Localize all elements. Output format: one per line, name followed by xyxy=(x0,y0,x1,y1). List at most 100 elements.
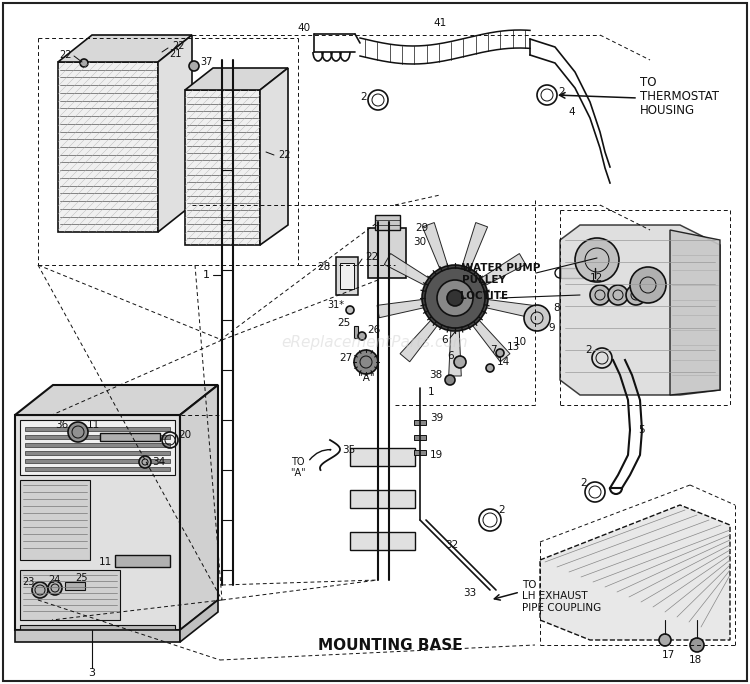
Text: THERMOSTAT: THERMOSTAT xyxy=(640,90,719,103)
Text: 3: 3 xyxy=(88,668,95,678)
Text: 30: 30 xyxy=(413,237,426,247)
Circle shape xyxy=(445,375,455,385)
Text: 2: 2 xyxy=(580,478,587,488)
Circle shape xyxy=(48,581,62,595)
Text: 26: 26 xyxy=(367,325,380,335)
Polygon shape xyxy=(180,600,218,642)
Circle shape xyxy=(690,638,704,652)
Text: TO: TO xyxy=(291,457,304,467)
Polygon shape xyxy=(384,254,430,286)
Polygon shape xyxy=(422,222,448,269)
Polygon shape xyxy=(472,320,510,362)
Bar xyxy=(58,62,158,232)
FancyArrowPatch shape xyxy=(310,449,331,460)
Text: 8: 8 xyxy=(553,303,560,313)
Text: PULLEY: PULLEY xyxy=(462,275,506,285)
Bar xyxy=(340,263,354,289)
Polygon shape xyxy=(185,68,288,90)
Bar xyxy=(25,427,170,431)
Text: 7: 7 xyxy=(490,345,496,355)
Text: 25: 25 xyxy=(337,318,350,328)
Text: PIPE COUPLING: PIPE COUPLING xyxy=(522,603,602,613)
Text: 2: 2 xyxy=(585,345,592,355)
Bar xyxy=(100,433,160,441)
Polygon shape xyxy=(58,35,192,62)
Circle shape xyxy=(189,61,199,71)
Text: 11: 11 xyxy=(87,420,100,430)
Text: 12: 12 xyxy=(590,273,603,283)
Polygon shape xyxy=(400,320,438,362)
Bar xyxy=(25,467,170,471)
Circle shape xyxy=(425,268,485,328)
Text: 38: 38 xyxy=(429,370,442,380)
Bar xyxy=(20,570,120,620)
Bar xyxy=(20,420,175,475)
Circle shape xyxy=(524,305,550,331)
Circle shape xyxy=(139,456,151,468)
Text: WATER PUMP: WATER PUMP xyxy=(462,263,540,273)
Text: 39: 39 xyxy=(430,413,443,423)
Bar xyxy=(185,90,260,245)
Text: LH EXHAUST: LH EXHAUST xyxy=(522,591,588,601)
Text: 6: 6 xyxy=(441,335,448,345)
Bar xyxy=(115,555,170,567)
Circle shape xyxy=(496,349,504,357)
Text: 37: 37 xyxy=(200,57,212,67)
Bar xyxy=(414,420,426,425)
Bar xyxy=(375,215,400,230)
Text: 4: 4 xyxy=(568,107,575,117)
Circle shape xyxy=(346,306,354,314)
Text: 35: 35 xyxy=(342,445,355,455)
Bar xyxy=(25,435,170,439)
Bar xyxy=(20,625,175,633)
Bar xyxy=(336,257,358,295)
Polygon shape xyxy=(540,505,730,640)
Text: TO: TO xyxy=(640,75,656,88)
Text: "A": "A" xyxy=(290,468,306,478)
Circle shape xyxy=(68,422,88,442)
Polygon shape xyxy=(560,225,720,395)
Text: 27: 27 xyxy=(340,353,353,363)
Bar xyxy=(25,459,170,463)
Text: 1: 1 xyxy=(428,387,435,397)
Polygon shape xyxy=(15,385,218,415)
Text: 40: 40 xyxy=(298,23,310,33)
Bar xyxy=(350,532,415,550)
Bar xyxy=(560,268,595,278)
Polygon shape xyxy=(462,222,488,269)
Text: 34: 34 xyxy=(152,457,165,467)
Text: eReplacementParts.com: eReplacementParts.com xyxy=(282,334,468,350)
Circle shape xyxy=(575,238,619,282)
Text: LOCTITE: LOCTITE xyxy=(460,291,509,301)
Text: 13: 13 xyxy=(507,342,520,352)
Polygon shape xyxy=(481,254,526,286)
Text: 17: 17 xyxy=(662,650,675,660)
Bar xyxy=(20,480,90,560)
Text: 1: 1 xyxy=(203,270,210,280)
Bar xyxy=(25,451,170,455)
Text: 31*: 31* xyxy=(327,300,344,310)
Circle shape xyxy=(437,280,473,316)
Text: 2: 2 xyxy=(498,505,505,515)
Text: 2: 2 xyxy=(558,87,565,97)
Circle shape xyxy=(422,265,488,331)
Polygon shape xyxy=(260,68,288,245)
Circle shape xyxy=(626,285,646,305)
Text: 22: 22 xyxy=(59,50,72,60)
Text: 36: 36 xyxy=(55,420,68,430)
Text: 21: 21 xyxy=(170,49,182,59)
Polygon shape xyxy=(486,300,533,318)
Circle shape xyxy=(590,285,610,305)
Text: 14: 14 xyxy=(497,357,510,367)
Text: 25: 25 xyxy=(75,573,88,583)
Polygon shape xyxy=(180,385,218,630)
Text: 29: 29 xyxy=(415,223,428,233)
Bar xyxy=(65,582,85,590)
Circle shape xyxy=(354,350,378,374)
Circle shape xyxy=(358,332,366,340)
Bar xyxy=(414,435,426,440)
Text: 20: 20 xyxy=(178,430,191,440)
Bar xyxy=(414,450,426,455)
Polygon shape xyxy=(377,300,424,318)
Polygon shape xyxy=(670,230,720,395)
